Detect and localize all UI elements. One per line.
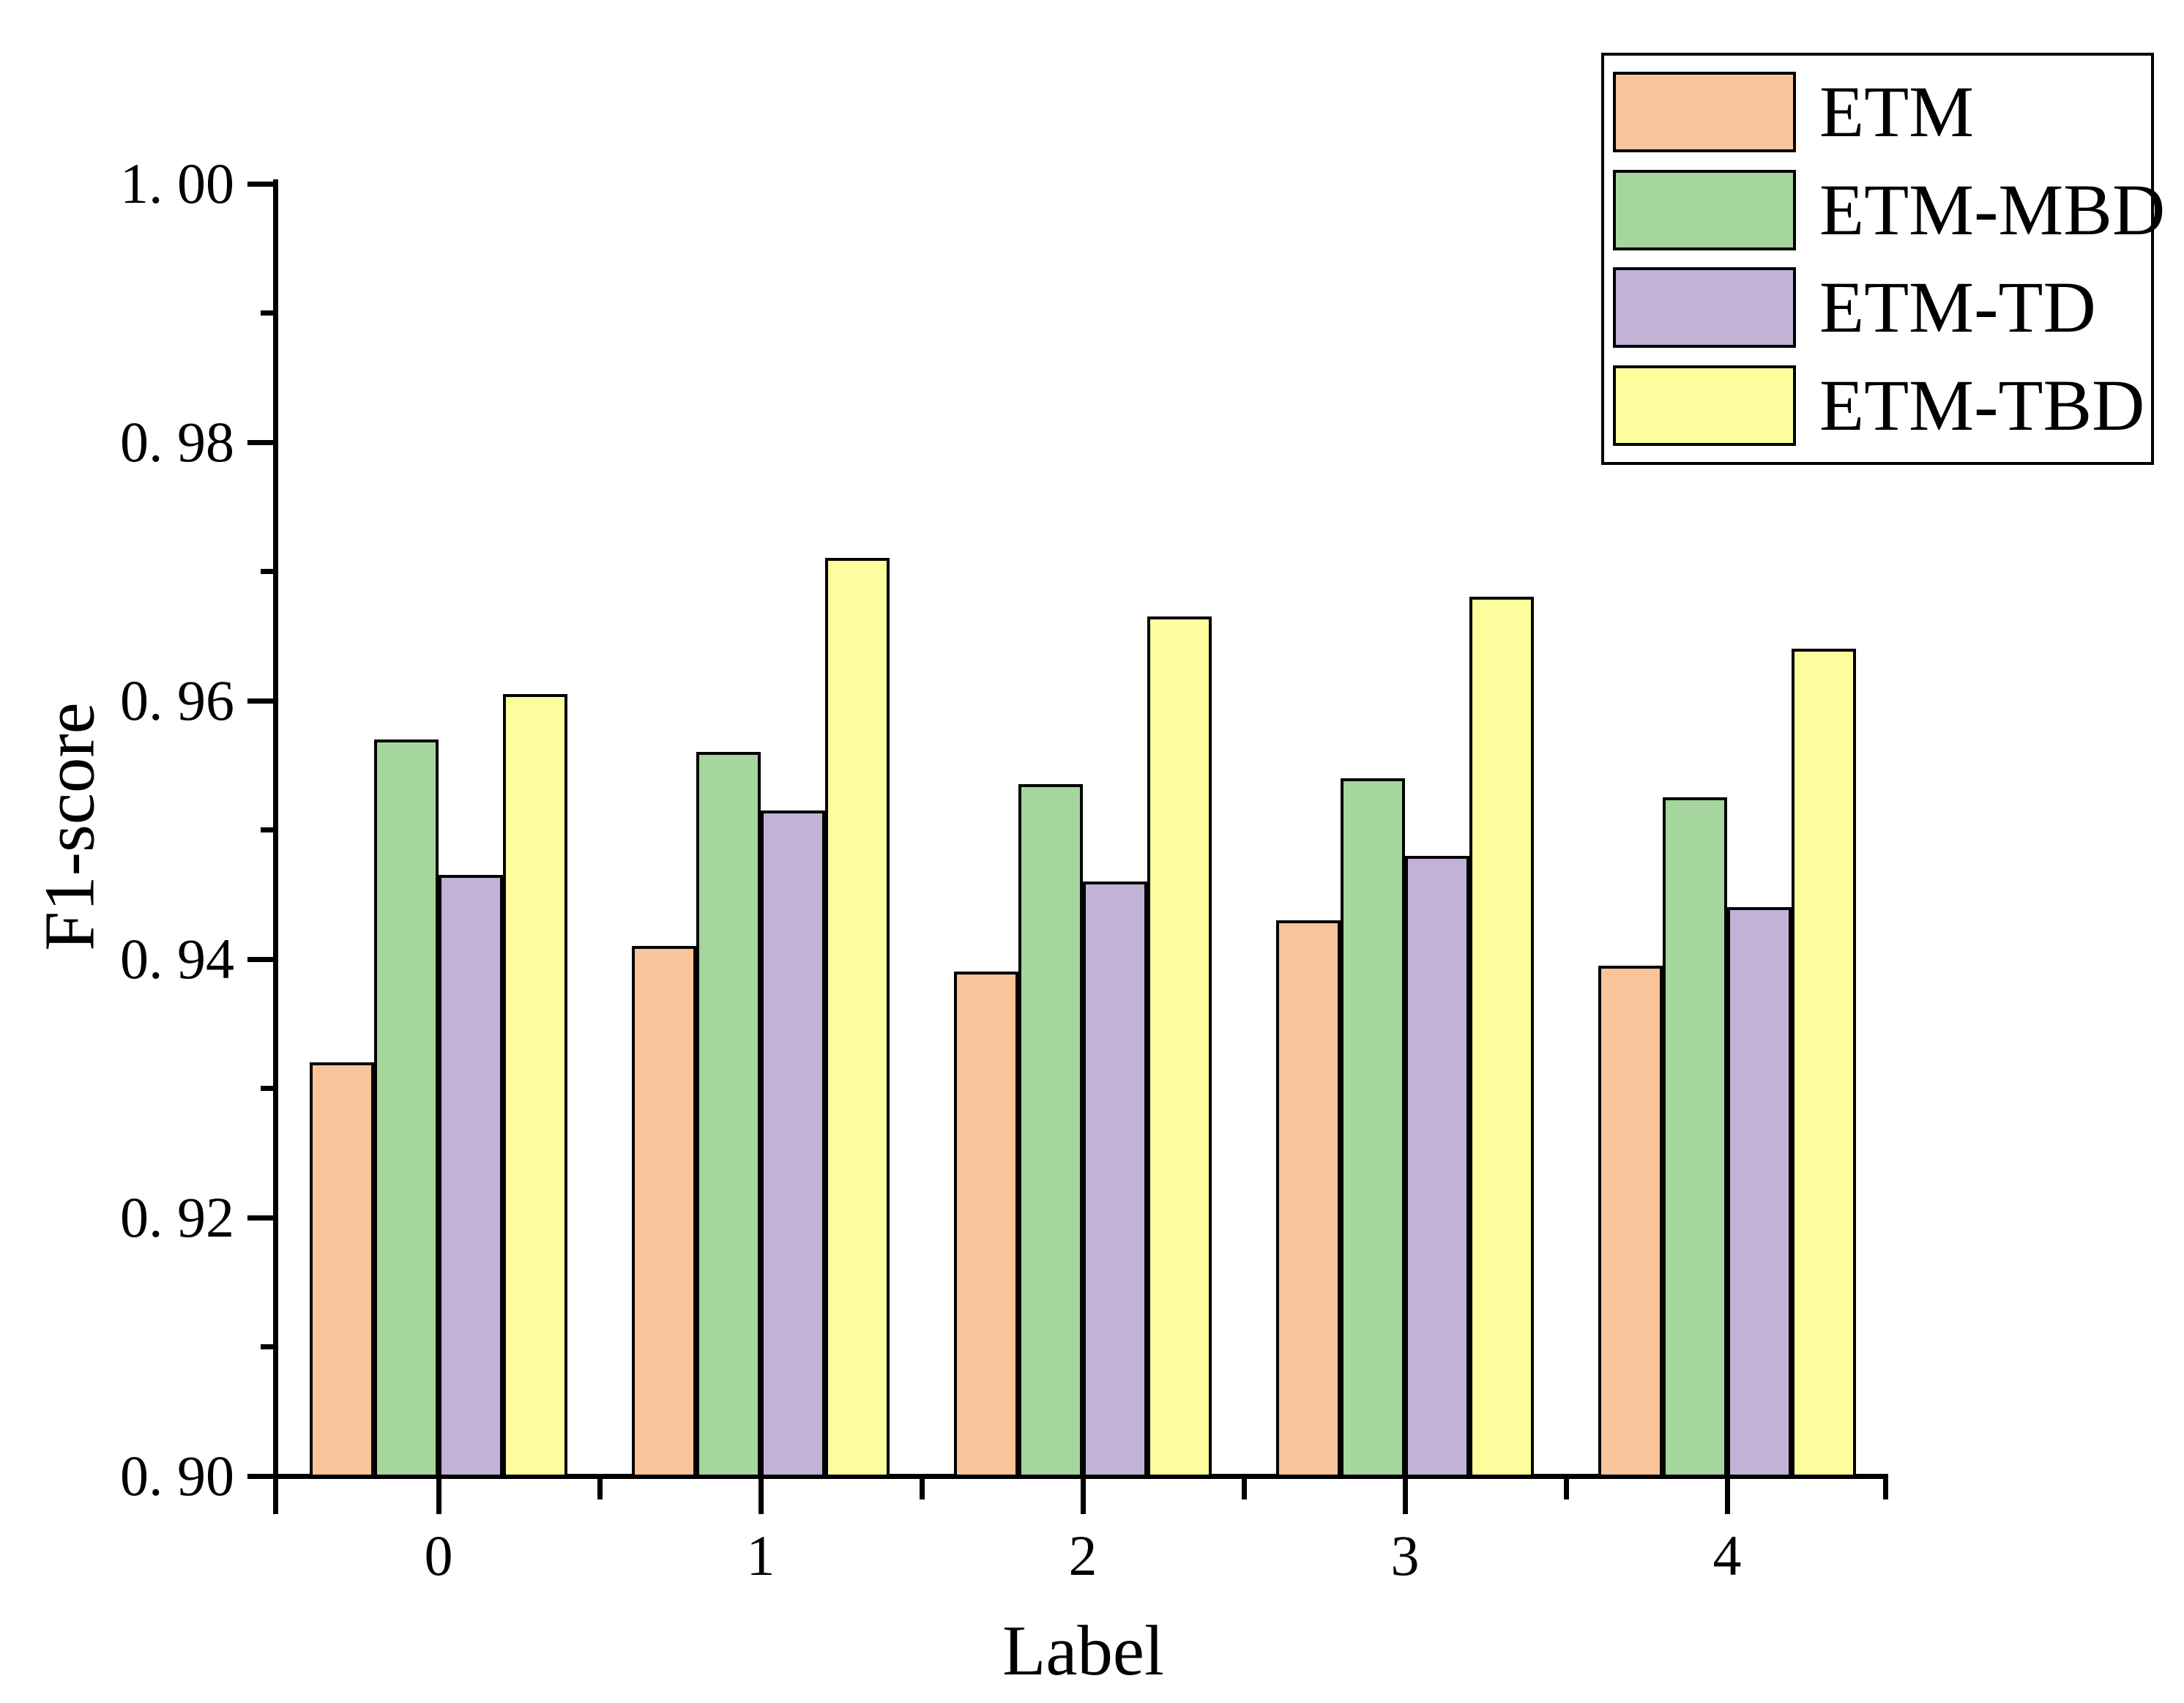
x-major-tick [436, 1479, 441, 1514]
legend-item-etm-td: ETM-TD [1604, 260, 2151, 355]
x-minor-tick [920, 1479, 925, 1499]
bar-etm-tbd-group3 [1469, 597, 1534, 1477]
bar-etm-tbd-group2 [1147, 616, 1212, 1477]
x-minor-tick [1883, 1479, 1888, 1499]
y-tick-label: 0. 90 [120, 1444, 234, 1508]
y-tick-label: 0. 98 [120, 409, 234, 474]
bar-etm-mbd-group2 [1018, 784, 1083, 1477]
legend-swatch-etm-tbd [1613, 365, 1796, 447]
legend-item-etm: ETM [1604, 64, 2151, 160]
x-major-tick [759, 1479, 764, 1514]
bar-etm-group4 [1598, 965, 1663, 1477]
bar-etm-mbd-group4 [1663, 797, 1727, 1477]
legend-item-etm-mbd: ETM-MBD [1604, 163, 2165, 258]
bar-etm-mbd-group1 [696, 752, 761, 1477]
legend-label-etm-td: ETM-TD [1819, 267, 2096, 349]
bar-etm-mbd-group3 [1341, 778, 1405, 1477]
y-major-tick [247, 956, 273, 962]
y-minor-tick [261, 1344, 273, 1350]
y-tick-label: 0. 96 [120, 668, 234, 732]
x-major-tick [1403, 1479, 1408, 1514]
legend-label-etm-mbd: ETM-MBD [1819, 168, 2166, 250]
legend-swatch-etm-td [1613, 267, 1796, 349]
legend-item-etm-tbd: ETM-TBD [1604, 358, 2151, 453]
x-tick-label: 0 [424, 1524, 453, 1587]
legend-swatch-etm [1613, 71, 1796, 152]
x-tick-label: 3 [1390, 1524, 1420, 1587]
bar-etm-tbd-group4 [1792, 649, 1856, 1477]
y-major-tick [247, 1474, 273, 1479]
y-minor-tick [261, 827, 273, 833]
x-tick-label: 1 [746, 1524, 775, 1587]
x-minor-tick [597, 1479, 603, 1499]
y-major-tick [247, 439, 273, 445]
bar-etm-group2 [954, 972, 1018, 1477]
legend-label-etm: ETM [1819, 70, 1975, 152]
bar-etm-td-group0 [439, 875, 503, 1477]
y-minor-tick [261, 310, 273, 316]
bar-etm-tbd-group0 [503, 693, 567, 1477]
y-minor-tick [261, 569, 273, 575]
y-tick-label: 1. 00 [120, 151, 234, 215]
x-tick-label: 2 [1068, 1524, 1097, 1587]
bar-etm-group1 [632, 946, 696, 1477]
bar-etm-td-group4 [1727, 907, 1792, 1477]
bar-etm-group3 [1276, 920, 1341, 1477]
y-axis-title: F1-score [30, 702, 109, 951]
x-major-tick [1725, 1479, 1730, 1514]
legend-box: ETM ETM-MBD ETM-TD ETM-TBD [1601, 53, 2165, 465]
y-major-tick [247, 698, 273, 704]
bar-etm-mbd-group0 [374, 739, 439, 1477]
y-axis-line [273, 179, 278, 1514]
x-minor-tick [1564, 1479, 1569, 1499]
x-axis-title: Label [1002, 1611, 1164, 1690]
x-minor-tick [1242, 1479, 1247, 1499]
x-tick-label: 4 [1712, 1524, 1742, 1587]
y-major-tick [247, 181, 273, 187]
bar-etm-td-group2 [1083, 881, 1147, 1477]
y-minor-tick [261, 1086, 273, 1092]
bar-etm-group0 [310, 1062, 374, 1477]
bar-etm-td-group1 [761, 810, 825, 1477]
y-major-tick [247, 1215, 273, 1221]
y-tick-label: 0. 92 [120, 1185, 234, 1249]
bar-etm-tbd-group1 [825, 558, 890, 1477]
legend-label-etm-tbd: ETM-TBD [1819, 365, 2145, 447]
x-major-tick [1081, 1479, 1086, 1514]
bar-etm-td-group3 [1405, 855, 1469, 1477]
legend-swatch-etm-mbd [1613, 169, 1796, 250]
y-tick-label: 0. 94 [120, 926, 234, 991]
